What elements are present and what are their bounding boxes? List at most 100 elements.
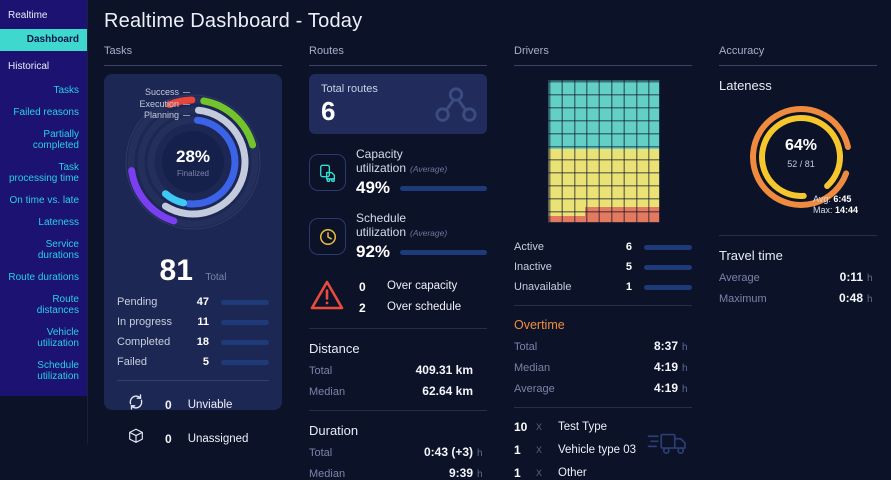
- lateness-notes: Avg: 6:45 Max: 14:44: [813, 194, 858, 216]
- divider: [117, 380, 269, 381]
- duration-median-label: Median: [309, 468, 346, 480]
- sidebar-item-on-time-vs-late[interactable]: On time vs. late: [9, 195, 79, 206]
- overtime-total-label: Total: [514, 341, 538, 353]
- tasks-donut-center: 28% Finalized: [162, 131, 224, 193]
- unviable-row: 0 Unviable: [117, 393, 269, 416]
- overtime-median-value: 4:19: [653, 360, 678, 374]
- sidebar-item-tasks[interactable]: Tasks: [53, 85, 79, 96]
- divider: [309, 328, 487, 329]
- over-schedule-row: 2 Over schedule: [359, 301, 461, 315]
- stat-label: In progress: [117, 316, 173, 328]
- over-capacity-row: 0 Over capacity: [359, 280, 461, 294]
- total-routes-card: Total routes 6: [309, 74, 487, 134]
- stat-value: 18: [196, 336, 209, 348]
- distance-median-label: Median: [309, 386, 346, 398]
- finalized-percent: 28%: [175, 146, 211, 166]
- stat-bar: [221, 339, 269, 345]
- over-capacity-label: Over capacity: [387, 280, 458, 292]
- sidebar-item-partially-completed[interactable]: Partially completed: [32, 129, 79, 151]
- tasks-total-label: Total: [205, 272, 227, 283]
- schedule-value: 92%: [356, 242, 391, 261]
- driver-row-active: Active 6: [514, 241, 692, 253]
- sidebar-nav: Realtime Dashboard Historical Tasks Fail…: [0, 0, 87, 396]
- active-bar: [644, 244, 692, 250]
- unassigned-row: 0 Unassigned: [117, 427, 269, 450]
- truck-icon: [646, 426, 690, 465]
- travel-average-value: 0:11: [839, 270, 863, 284]
- over-schedule-value: 2: [359, 301, 366, 315]
- accuracy-panel: Accuracy Lateness 64% 52 / 81 Avg: 6:45 …: [719, 45, 877, 305]
- stat-bar: [221, 299, 269, 305]
- warning-icon: [309, 279, 345, 316]
- total-routes-label: Total routes: [321, 83, 378, 95]
- routes-network-icon: [435, 86, 477, 129]
- capacity-average-note: (Average): [410, 164, 448, 174]
- legend-tick: [183, 92, 190, 94]
- vehicle-name: Test Type: [558, 421, 608, 433]
- sidebar-item-vehicle-utilization[interactable]: Vehicle utilization: [37, 327, 79, 349]
- sidebar-item-task-processing-time[interactable]: Task processing time: [8, 162, 79, 184]
- stat-bar: [221, 359, 269, 365]
- sidebar-item-schedule-utilization[interactable]: Schedule utilization: [37, 360, 79, 382]
- max-label: Max:: [813, 205, 833, 215]
- routes-panel: Routes Total routes 6: [309, 45, 487, 480]
- divider: [514, 407, 692, 408]
- distance-total-label: Total: [309, 365, 333, 377]
- alerts-block: 0 Over capacity 2 Over schedule: [309, 279, 487, 316]
- distance-total-value: 409.31 km: [415, 363, 473, 377]
- driver-row-inactive: Inactive 5: [514, 261, 692, 273]
- legend-tick: [183, 103, 190, 105]
- avg-value: 6:45: [833, 194, 852, 204]
- unit-hours: h: [867, 294, 873, 305]
- sidebar-item-route-distances[interactable]: Route distances: [36, 294, 79, 316]
- sidebar: Realtime Dashboard Historical Tasks Fail…: [0, 0, 88, 444]
- sidebar-item-lateness[interactable]: Lateness: [38, 217, 79, 228]
- vehicle-row: 10 X Test Type: [514, 420, 692, 434]
- vehicle-x-separator: X: [536, 422, 543, 432]
- stat-bar: [221, 319, 269, 325]
- travel-time-header: Travel time: [719, 248, 783, 263]
- clock-icon: [319, 228, 336, 245]
- legend-tick: [183, 115, 190, 117]
- lateness-gauge-svg: [750, 106, 851, 208]
- stat-row-failed: Failed 5: [117, 356, 269, 368]
- vehicle-load-icon: [319, 164, 335, 182]
- unit-hours: h: [682, 363, 688, 374]
- unit-hours: h: [867, 273, 873, 284]
- stat-value: 47: [196, 296, 209, 308]
- unit-hours: h: [477, 448, 483, 459]
- sidebar-item-route-durations[interactable]: Route durations: [8, 272, 79, 283]
- travel-maximum-label: Maximum: [719, 293, 767, 305]
- lateness-ratio: 52 / 81: [787, 159, 815, 169]
- box-icon: [127, 427, 147, 450]
- unit-hours: h: [682, 342, 688, 353]
- stat-row-completed: Completed 18: [117, 336, 269, 348]
- unit-hours: h: [477, 469, 483, 480]
- sidebar-item-failed-reasons[interactable]: Failed reasons: [13, 107, 79, 118]
- accuracy-header: Accuracy: [719, 45, 877, 66]
- duration-total-label: Total: [309, 447, 333, 459]
- tasks-donut-svg: [125, 94, 261, 230]
- drivers-heatmap-chart: [548, 80, 660, 223]
- vehicle-name: Other: [558, 467, 587, 479]
- stat-row-in-progress: In progress 11: [117, 316, 269, 328]
- main-content: Realtime Dashboard - Today Tasks Succ: [88, 0, 891, 480]
- overtime-average-value: 4:19: [653, 381, 678, 395]
- travel-maximum-row: Maximum 0:48 h: [719, 291, 877, 305]
- schedule-bar: [400, 249, 487, 255]
- over-capacity-value: 0: [359, 280, 366, 294]
- tasks-panel: Tasks Success Execution Planning: [104, 45, 282, 446]
- lateness-header: Lateness: [719, 78, 772, 93]
- sidebar-item-dashboard[interactable]: Dashboard: [0, 29, 87, 51]
- unavailable-bar: [644, 284, 692, 290]
- overtime-median-row: Median 4:19 h: [514, 360, 692, 374]
- capacity-icon-box: [309, 154, 346, 191]
- schedule-icon-box: [309, 218, 346, 255]
- sidebar-item-service-durations[interactable]: Service durations: [37, 239, 79, 261]
- divider: [309, 410, 487, 411]
- distance-header: Distance: [309, 341, 360, 356]
- finalized-label: Finalized: [176, 168, 209, 178]
- unavailable-value: 1: [625, 281, 632, 293]
- legend-execution-label: Execution: [139, 98, 179, 109]
